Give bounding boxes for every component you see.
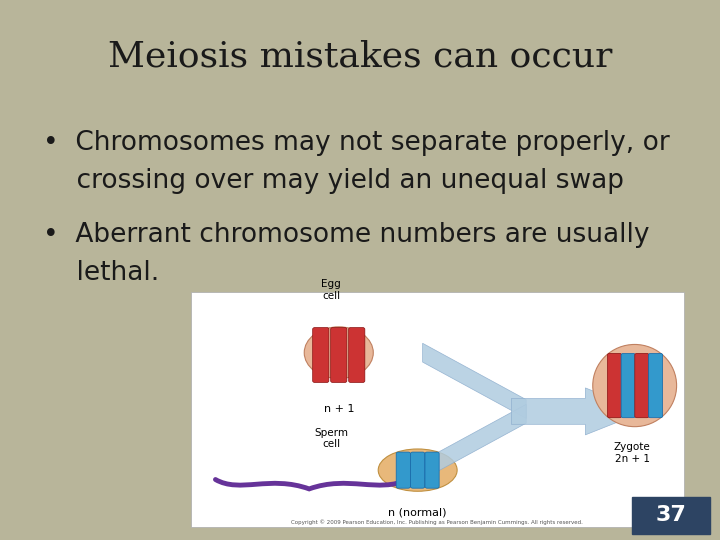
Text: Egg
cell: Egg cell [322, 279, 341, 301]
Text: 37: 37 [656, 505, 686, 525]
FancyBboxPatch shape [649, 353, 662, 418]
Text: •  Aberrant chromosome numbers are usually: • Aberrant chromosome numbers are usuall… [43, 222, 649, 248]
Text: •  Chromosomes may not separate properly, or: • Chromosomes may not separate properly,… [43, 130, 670, 156]
Text: Copyright © 2009 Pearson Education, Inc. Publishing as Pearson Benjamin Cummings: Copyright © 2009 Pearson Education, Inc.… [292, 519, 583, 525]
Polygon shape [511, 388, 644, 435]
FancyBboxPatch shape [621, 353, 635, 418]
FancyBboxPatch shape [632, 497, 710, 534]
Text: Sperm
cell: Sperm cell [315, 428, 348, 449]
Ellipse shape [593, 345, 677, 427]
Polygon shape [423, 343, 526, 418]
FancyBboxPatch shape [191, 292, 684, 526]
Ellipse shape [305, 327, 373, 379]
FancyBboxPatch shape [635, 353, 649, 418]
Text: lethal.: lethal. [43, 260, 159, 286]
FancyBboxPatch shape [330, 328, 347, 382]
Text: crossing over may yield an unequal swap: crossing over may yield an unequal swap [43, 168, 624, 194]
Polygon shape [423, 404, 526, 480]
FancyBboxPatch shape [410, 452, 425, 488]
FancyBboxPatch shape [396, 452, 410, 488]
Text: Zygote
2n + 1: Zygote 2n + 1 [614, 442, 651, 463]
Text: Meiosis mistakes can occur: Meiosis mistakes can occur [108, 40, 612, 73]
Ellipse shape [378, 449, 457, 491]
Text: n (normal): n (normal) [388, 508, 447, 517]
FancyBboxPatch shape [608, 353, 621, 418]
Text: n + 1: n + 1 [323, 404, 354, 414]
FancyBboxPatch shape [425, 452, 439, 488]
FancyBboxPatch shape [348, 328, 365, 382]
FancyBboxPatch shape [312, 328, 329, 382]
